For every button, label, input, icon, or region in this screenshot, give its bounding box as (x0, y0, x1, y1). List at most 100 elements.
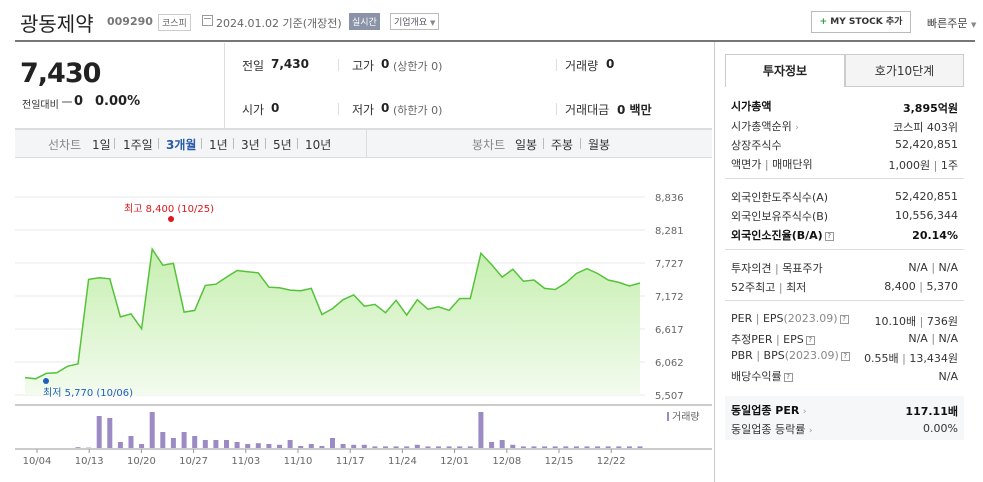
volume-legend: 거래량 (672, 411, 700, 423)
volume-bar (520, 446, 526, 448)
company-info-label: 기업개요 (394, 18, 428, 28)
lower-limit: (하한가 0) (393, 104, 443, 117)
help-icon[interactable]: ? (840, 351, 850, 361)
period-1w[interactable]: 1주일 (123, 138, 153, 152)
help-icon[interactable]: ? (839, 314, 849, 324)
volume-bar (308, 444, 314, 448)
period-3y[interactable]: 3년 (241, 138, 260, 152)
price-area (25, 249, 640, 395)
volume-bar (467, 446, 473, 448)
week52-value: 8,400 | 5,370 (884, 280, 958, 293)
sector-per-label[interactable]: 동일업종 PER › (731, 404, 807, 417)
prev-close-label: 전일 (242, 59, 265, 73)
tab-order-book[interactable]: 호가10단계 (845, 54, 964, 87)
change-label: 전일대비 (22, 100, 59, 111)
tab-invest-info[interactable]: 투자정보 (725, 54, 845, 87)
foreign-ratio-label: 외국인소진율(B/A)? (731, 227, 834, 243)
volume-bar (298, 446, 304, 448)
volume-bar (107, 418, 113, 448)
y-tick-label: 5,507 (655, 391, 684, 402)
x-tick-label: 11/10 (284, 456, 313, 467)
y-tick-label: 7,727 (655, 259, 684, 270)
volume-bar (436, 446, 441, 448)
section-divider (725, 178, 964, 179)
volume-bar (202, 440, 208, 448)
high-value: 0 (381, 57, 390, 71)
high-annotation: 최고 8,400 (10/25) (124, 203, 214, 215)
divider (556, 103, 557, 115)
sector-box (725, 396, 964, 440)
chevron-down-icon: ▼ (430, 19, 436, 27)
market-cap-label: 시가총액 (731, 100, 772, 113)
stock-code: 009290 (107, 15, 153, 28)
volume-bar (139, 444, 145, 448)
y-tick-label: 6,062 (655, 358, 684, 369)
volume-bar (372, 446, 378, 448)
help-icon[interactable]: ? (805, 335, 815, 345)
price-line (24, 247, 641, 380)
quick-order-button[interactable]: 빠른주문 ▼ (927, 15, 976, 31)
volume-bar (149, 412, 155, 448)
foreign-limit-label: 외국인한도주식수(A) (731, 191, 829, 204)
divider (158, 138, 159, 149)
candle-weekly[interactable]: 주봉 (551, 138, 574, 152)
volume-bar (245, 444, 251, 448)
volume-bar (552, 446, 558, 448)
volume-bar (573, 446, 579, 448)
x-axis-ticks: 10/04 10/13 10/20 10/27 11/03 11/10 11/1… (23, 449, 626, 467)
y-tick-label: 6,617 (655, 325, 684, 336)
sector-rate-label[interactable]: 동일업종 등락률 › (731, 423, 813, 436)
price-chart[interactable]: 8,836 8,281 7,727 7,172 6,617 6,062 5,50… (15, 158, 712, 482)
y-tick-label: 8,836 (655, 193, 684, 204)
divider (15, 128, 712, 129)
y-axis-ticks: 8,836 8,281 7,727 7,172 6,617 6,062 5,50… (655, 193, 684, 402)
realtime-badge[interactable]: 실시간 (349, 13, 380, 30)
candle-chart-label: 봉차트 (472, 138, 506, 152)
x-tick-label: 12/01 (440, 456, 469, 467)
volume-bar (383, 446, 388, 448)
volume-bar (457, 446, 463, 448)
period-10y[interactable]: 10년 (305, 138, 332, 152)
upper-limit: (상한가 0) (393, 60, 443, 73)
plus-icon: + (819, 17, 828, 27)
volume-bar (478, 412, 484, 448)
divider (580, 138, 581, 149)
volume-bar (96, 416, 102, 448)
volume-bar (170, 438, 176, 448)
volume-bar (595, 446, 601, 448)
par-value: 1,000원 | 1주 (888, 159, 958, 172)
sector-per-value: 117.11배 (905, 405, 958, 418)
period-5y[interactable]: 5년 (273, 138, 292, 152)
my-stock-button[interactable]: + MY STOCK 추가 (811, 11, 911, 33)
period-3m[interactable]: 3개월 (166, 138, 197, 152)
volume-bar (489, 442, 495, 448)
volume-bar (277, 444, 282, 448)
candle-daily[interactable]: 일봉 (515, 138, 538, 152)
pbr-value: 0.55배 | 13,434원 (864, 352, 958, 365)
foreign-limit-value: 52,420,851 (895, 190, 958, 203)
open-label: 시가 (242, 103, 265, 117)
foreign-ratio-value: 20.14% (912, 229, 958, 242)
header-divider (15, 40, 975, 42)
company-name: 광동제약 (20, 12, 94, 36)
period-1y[interactable]: 1년 (209, 138, 228, 152)
market-cap-rank-label[interactable]: 시가총액순위 › (731, 120, 799, 133)
volume-bar (531, 446, 537, 448)
est-per-label: 추정PER | EPS? (731, 331, 815, 347)
volume-bar (181, 432, 187, 448)
period-1d[interactable]: 1일 (92, 138, 111, 152)
x-tick-label: 12/08 (492, 456, 521, 467)
volume-bar (287, 440, 293, 448)
divider (338, 103, 339, 115)
volume-bar (224, 440, 229, 448)
volume-bar (255, 443, 261, 448)
candle-monthly[interactable]: 월봉 (588, 138, 611, 152)
market-cap-value: 3,895억원 (902, 102, 958, 115)
period-bar (15, 129, 712, 158)
help-icon[interactable]: ? (783, 372, 793, 382)
chevron-right-icon: › (795, 123, 799, 133)
x-tick-label: 10/20 (127, 456, 156, 467)
divider (556, 59, 557, 71)
help-icon[interactable]: ? (824, 231, 834, 241)
company-info-dropdown[interactable]: 기업개요 ▼ (390, 13, 440, 30)
